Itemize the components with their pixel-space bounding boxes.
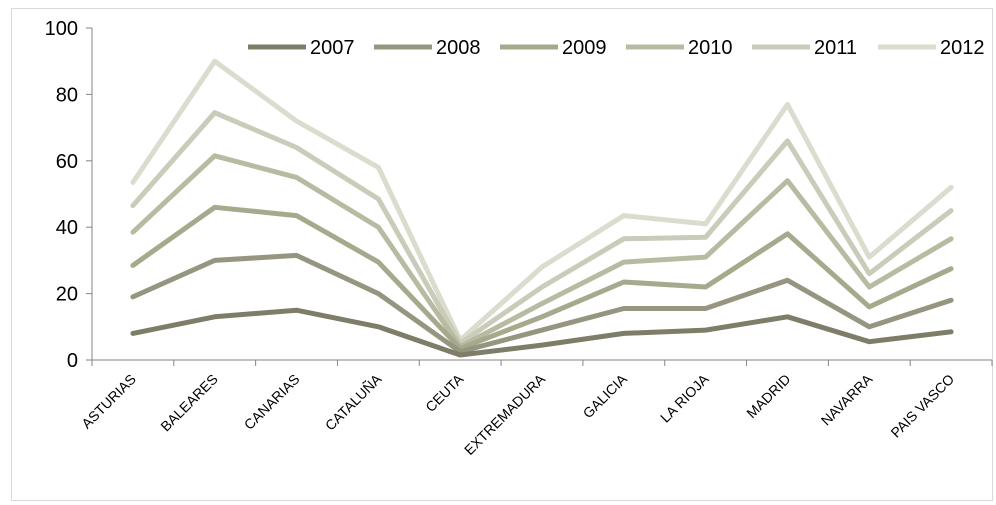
legend-label-2010: 2010 [688, 37, 733, 59]
legend-label-2011: 2011 [814, 37, 857, 59]
x-category-label: GALICIA [580, 370, 631, 421]
y-tick-label: 20 [56, 284, 78, 306]
chart-area: 0 20 40 60 80 100 ASTURIAS BALEARES CANARIAS CAT… [11, 8, 993, 501]
series-line-2011 [130, 110, 954, 346]
legend-label-2009: 2009 [562, 37, 607, 59]
series-lines [130, 58, 954, 358]
y-tick-label: 80 [56, 84, 78, 106]
y-tick-label: 40 [56, 217, 78, 239]
x-category-label: LA RIOJA [657, 370, 712, 425]
series-line-2008 [130, 252, 954, 355]
y-tick-label: 100 [45, 18, 78, 40]
x-category-label: CEUTA [422, 370, 467, 415]
x-category-label: EXTREMADURA [461, 370, 549, 458]
series-line-2012 [130, 58, 954, 343]
legend-label-2007: 2007 [310, 37, 355, 59]
series-line-2010 [130, 153, 954, 350]
line-chart: 0 20 40 60 80 100 ASTURIAS BALEARES CANARIAS CAT… [45, 18, 993, 458]
x-category-label: PAIS VASCO [887, 371, 957, 441]
legend: 2007 2008 2009 2010 2011 2012 [248, 37, 985, 59]
y-tick-label: 60 [56, 151, 78, 173]
x-category-label: NAVARRA [818, 370, 876, 428]
y-axis: 0 20 40 60 80 100 [45, 18, 93, 372]
legend-label-2012: 2012 [940, 37, 985, 59]
x-category-label: BALEARES [157, 371, 221, 435]
series-line-2009 [130, 204, 954, 351]
x-category-label: CANARIAS [241, 371, 303, 433]
series-line-2007 [130, 307, 954, 358]
x-category-label: CATALUÑA [322, 370, 385, 433]
y-tick-label: 0 [67, 350, 78, 372]
x-category-label: MADRID [743, 371, 793, 421]
x-axis: ASTURIAS BALEARES CANARIAS CATALUÑA CEUTAEXT… [78, 359, 993, 458]
legend-label-2008: 2008 [436, 37, 481, 59]
x-category-label: ASTURIAS [78, 371, 139, 432]
